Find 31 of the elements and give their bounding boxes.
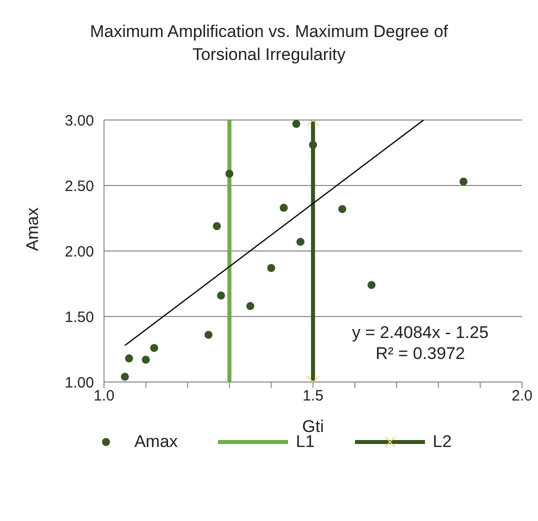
point — [267, 264, 276, 272]
point — [225, 170, 234, 178]
annotation: y = 2.4084x - 1.25 — [352, 322, 489, 343]
point — [459, 178, 468, 186]
y-tick-label: 1.50 — [64, 308, 94, 326]
chart-title: Maximum Amplification vs. Maximum Degree of Torsional Irregularity — [88, 21, 450, 66]
y-tick-label: 1.00 — [64, 374, 94, 392]
point — [217, 292, 226, 300]
point — [368, 281, 376, 290]
point — [309, 140, 317, 149]
y-tick-label: 2.00 — [64, 243, 94, 260]
point — [142, 356, 150, 364]
point — [338, 205, 346, 214]
point — [246, 302, 254, 310]
x-tick-label: 1.0 — [94, 388, 114, 405]
legend-label: Amax — [134, 432, 178, 452]
point — [296, 238, 304, 246]
x-tick-label: 1.5 — [302, 388, 324, 405]
point — [204, 330, 212, 339]
annotation: R² = 0.3972 — [374, 343, 466, 364]
y-tick-label: 3.00 — [64, 112, 94, 130]
point — [150, 344, 158, 352]
y-axis-title: Amax — [23, 207, 42, 251]
y-tick-label: 2.50 — [64, 178, 94, 195]
point — [292, 120, 300, 128]
point — [125, 354, 134, 362]
legend-label: L2 — [432, 432, 452, 452]
point — [212, 222, 221, 230]
point — [120, 372, 129, 381]
x-tick-label: 2.0 — [512, 388, 532, 405]
point — [280, 204, 288, 212]
